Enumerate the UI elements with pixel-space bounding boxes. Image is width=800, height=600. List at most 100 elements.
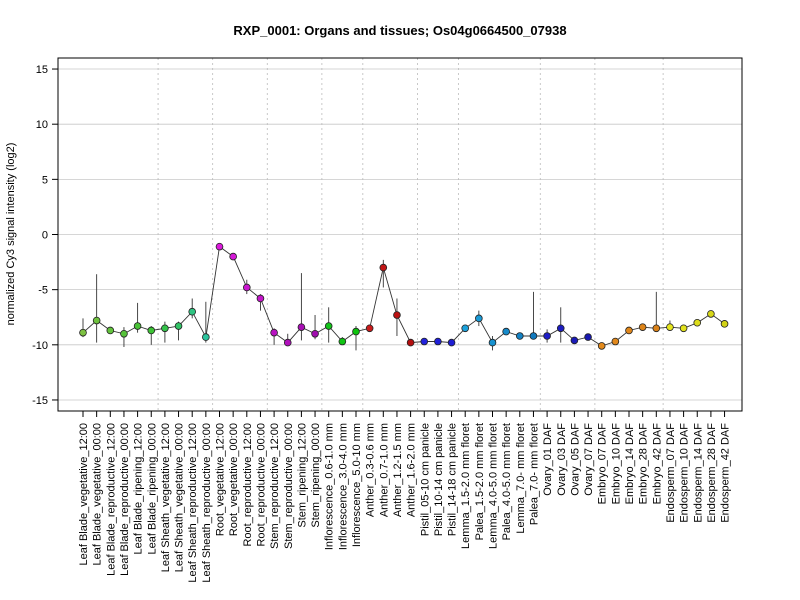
y-tick-label: -15	[32, 395, 48, 407]
data-point	[488, 338, 497, 347]
data-point	[543, 332, 551, 340]
y-axis-label: normalized Cy3 signal intensity (log2)	[5, 143, 17, 326]
x-tick-label: Inflorescence_0.6-1.0 mm	[324, 423, 336, 550]
data-point	[229, 252, 237, 261]
data-point	[515, 332, 524, 340]
x-tick-label: Leaf Sheath_vegetative_00:00	[174, 423, 186, 572]
data-point	[92, 316, 101, 325]
data-point	[447, 338, 456, 347]
data-point	[597, 342, 606, 350]
data-point	[502, 327, 510, 336]
data-point	[461, 324, 470, 333]
y-axis: -15 -10 -5 0 5 10 15	[32, 58, 59, 411]
y-tick-label: 15	[36, 64, 48, 76]
x-tick-label: Leaf Blade_vegetative_12:00	[78, 423, 90, 566]
x-tick-label: Root_reproductive_00:00	[255, 423, 267, 547]
data-point	[707, 310, 715, 318]
data-point	[256, 294, 265, 303]
data-point	[270, 328, 278, 337]
data-point	[652, 324, 661, 333]
data-point	[625, 326, 633, 335]
x-tick-label: Embryo_28 DAF	[638, 423, 650, 505]
x-tick-label: Lemma_7.0- mm floret	[515, 423, 527, 534]
x-tick-label: Pistil_10-14 cm panicle	[433, 423, 445, 536]
data-point	[529, 332, 538, 340]
x-tick-label: Stem_ripening_00:00	[310, 423, 322, 528]
x-tick-label: Endosperm_10 DAF	[679, 423, 691, 523]
x-tick-label: Endosperm_28 DAF	[706, 423, 718, 523]
x-axis: Leaf Blade_vegetative_12:00 Leaf Blade_ve…	[78, 411, 732, 583]
x-tick-label: Leaf Blade_reproductive_00:00	[119, 423, 131, 576]
data-point	[202, 333, 210, 341]
x-tick-label: Anther_1.2-1.5 mm	[392, 423, 404, 517]
x-tick-label: Inflorescence_5.0-10 mm	[351, 423, 363, 547]
data-point	[297, 323, 306, 331]
data-point	[283, 338, 292, 347]
x-tick-label: Palea_1.5-2.0 mm floret	[474, 423, 486, 540]
data-point	[434, 337, 442, 346]
data-point	[570, 336, 579, 345]
group-separators	[157, 58, 664, 411]
x-tick-label: Leaf Sheath_vegetative_12:00	[160, 423, 172, 572]
y-tick-label: -5	[38, 285, 48, 297]
data-point	[666, 323, 674, 331]
x-tick-label: Ovary_05 DAF	[569, 423, 581, 496]
y-tick-label: -10	[32, 340, 48, 352]
x-tick-label: Leaf Sheath_reproductive_00:00	[201, 423, 213, 583]
data-point	[133, 322, 142, 330]
data-point	[161, 324, 169, 333]
error-bars	[82, 244, 725, 351]
x-tick-label: Inflorescence_3.0-4.0 mm	[337, 423, 349, 550]
data-point	[379, 263, 388, 272]
x-tick-label: Stem_reproductive_00:00	[283, 423, 295, 549]
gridlines	[58, 68, 742, 401]
x-tick-label: Embryo_14 DAF	[624, 423, 636, 505]
data-point	[311, 329, 319, 338]
x-tick-label: Embryo_10 DAF	[610, 423, 622, 505]
data-points	[79, 242, 729, 350]
data-point	[174, 322, 183, 330]
x-tick-label: Leaf Blade_vegetative_00:00	[92, 423, 104, 566]
data-point	[120, 329, 128, 338]
x-tick-label: Root_reproductive_12:00	[242, 423, 254, 547]
x-tick-label: Root_vegetative_12:00	[215, 423, 227, 536]
data-point	[365, 324, 374, 333]
chart-title: RXP_0001: Organs and tissues; Os04g06645…	[233, 23, 566, 38]
data-point	[79, 328, 87, 337]
x-tick-label: Stem_reproductive_12:00	[269, 423, 281, 549]
data-point	[420, 337, 429, 346]
data-point	[352, 327, 360, 336]
x-tick-label: Palea_7.0- mm floret	[528, 423, 540, 525]
data-point	[584, 333, 592, 341]
x-tick-label: Lemma_1.5-2.0 mm floret	[460, 423, 472, 549]
x-tick-label: Stem_ripening_12:00	[296, 423, 308, 528]
x-tick-label: Pistil_05-10 cm panicle	[419, 423, 431, 536]
x-tick-label: Anther_0.7-1.0 mm	[378, 423, 390, 517]
data-point	[556, 324, 565, 333]
x-tick-label: Anther_0.3-0.6 mm	[365, 423, 377, 517]
x-tick-label: Leaf Blade_ripening_12:00	[133, 423, 145, 555]
x-tick-label: Pistil_14-18 cm panicle	[447, 423, 459, 536]
data-point	[693, 318, 702, 327]
x-tick-label: Palea_4.0-5.0 mm floret	[501, 423, 513, 540]
x-tick-label: Endosperm_14 DAF	[692, 423, 704, 523]
x-tick-label: Leaf Sheath_reproductive_12:00	[187, 423, 199, 583]
data-point	[393, 311, 401, 319]
x-tick-label: Ovary_07 DAF	[583, 423, 595, 496]
data-point	[475, 314, 483, 323]
x-tick-label: Root_vegetative_00:00	[228, 423, 240, 536]
data-point	[679, 324, 688, 333]
data-point	[215, 242, 224, 251]
data-point	[243, 283, 251, 292]
x-tick-label: Leaf Blade_reproductive_12:00	[105, 423, 117, 576]
x-tick-label: Embryo_42 DAF	[651, 423, 663, 505]
data-point	[188, 307, 197, 316]
data-point	[638, 323, 647, 331]
x-tick-label: Endosperm_07 DAF	[665, 423, 677, 523]
y-tick-label: 5	[42, 174, 48, 186]
x-tick-label: Anther_1.6-2.0 mm	[406, 423, 418, 517]
x-tick-label: Ovary_01 DAF	[542, 423, 554, 496]
data-point	[106, 326, 115, 335]
x-tick-label: Embryo_07 DAF	[597, 423, 609, 505]
